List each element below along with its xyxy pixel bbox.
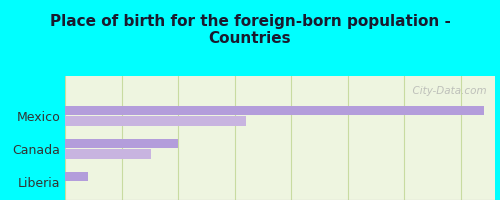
Bar bbox=[65, 139, 178, 148]
Text: Place of birth for the foreign-born population -
Countries: Place of birth for the foreign-born popu… bbox=[50, 14, 450, 46]
Text: City-Data.com: City-Data.com bbox=[406, 86, 486, 96]
Bar bbox=[65, 172, 88, 181]
Bar bbox=[65, 116, 246, 126]
Bar bbox=[65, 149, 151, 159]
Bar bbox=[65, 106, 484, 115]
